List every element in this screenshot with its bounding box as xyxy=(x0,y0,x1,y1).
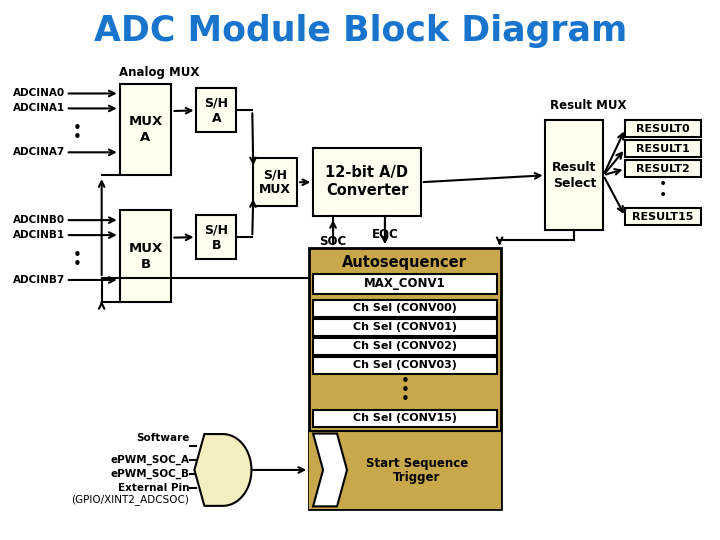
Bar xyxy=(197,89,236,132)
Text: S/H: S/H xyxy=(204,97,228,110)
Bar xyxy=(313,148,420,216)
Bar xyxy=(625,160,701,177)
Text: Result: Result xyxy=(552,161,597,174)
Text: ADCINB7: ADCINB7 xyxy=(12,275,65,285)
Text: 12-bit A/D: 12-bit A/D xyxy=(325,165,408,180)
Text: RESULT0: RESULT0 xyxy=(636,124,690,134)
Bar xyxy=(253,158,297,206)
Bar xyxy=(313,357,497,374)
Text: Ch Sel (CONV01): Ch Sel (CONV01) xyxy=(353,322,457,332)
Text: •: • xyxy=(72,130,81,145)
Text: ePWM_SOC_B: ePWM_SOC_B xyxy=(110,469,189,479)
Text: ADCINA1: ADCINA1 xyxy=(13,104,65,113)
Text: B: B xyxy=(212,239,221,252)
Text: Analog MUX: Analog MUX xyxy=(120,66,199,79)
Text: Result MUX: Result MUX xyxy=(550,99,626,112)
Bar xyxy=(625,120,701,137)
Text: SOC: SOC xyxy=(320,234,346,247)
Bar xyxy=(309,248,500,509)
Bar xyxy=(313,274,497,294)
Text: External Pin: External Pin xyxy=(118,483,189,493)
Text: •: • xyxy=(659,177,667,191)
Bar xyxy=(313,410,497,427)
Text: Ch Sel (CONV03): Ch Sel (CONV03) xyxy=(353,360,456,370)
Text: MUX: MUX xyxy=(259,183,291,195)
Bar xyxy=(197,215,236,259)
Text: Start Sequence: Start Sequence xyxy=(366,457,468,470)
Text: RESULT1: RESULT1 xyxy=(636,144,690,154)
Text: •: • xyxy=(72,256,81,272)
Bar xyxy=(313,319,497,336)
Text: Trigger: Trigger xyxy=(393,471,441,484)
Polygon shape xyxy=(313,434,347,507)
Bar xyxy=(546,120,603,230)
Text: •: • xyxy=(72,247,81,262)
Bar xyxy=(120,84,171,176)
Text: Ch Sel (CONV02): Ch Sel (CONV02) xyxy=(353,341,457,352)
Bar xyxy=(313,338,497,355)
Text: Ch Sel (CONV15): Ch Sel (CONV15) xyxy=(353,413,457,423)
Text: EOC: EOC xyxy=(372,227,398,241)
Text: •: • xyxy=(400,374,409,389)
Text: •: • xyxy=(659,188,667,202)
Text: ADC Module Block Diagram: ADC Module Block Diagram xyxy=(94,14,628,48)
Bar xyxy=(625,140,701,157)
Bar xyxy=(625,208,701,225)
Text: •: • xyxy=(400,383,409,398)
Text: ADCINA7: ADCINA7 xyxy=(12,147,65,157)
Text: RESULT15: RESULT15 xyxy=(632,212,694,221)
Text: ADCINA0: ADCINA0 xyxy=(13,89,65,98)
Text: A: A xyxy=(140,131,150,144)
Text: Autosequencer: Autosequencer xyxy=(343,254,467,269)
Text: Select: Select xyxy=(553,177,596,190)
Text: MUX: MUX xyxy=(128,241,163,254)
Text: A: A xyxy=(212,112,221,125)
Text: ADCINB0: ADCINB0 xyxy=(13,215,65,225)
Bar xyxy=(309,430,500,509)
Text: Ch Sel (CONV00): Ch Sel (CONV00) xyxy=(353,303,456,313)
Text: S/H: S/H xyxy=(204,224,228,237)
Text: RESULT2: RESULT2 xyxy=(636,164,690,174)
Text: Software: Software xyxy=(136,433,189,443)
Text: B: B xyxy=(140,258,150,271)
Text: Converter: Converter xyxy=(325,183,408,198)
Text: MAX_CONV1: MAX_CONV1 xyxy=(364,278,446,291)
Text: MUX: MUX xyxy=(128,115,163,128)
Text: S/H: S/H xyxy=(264,169,287,182)
Polygon shape xyxy=(194,434,251,506)
Text: ePWM_SOC_A: ePWM_SOC_A xyxy=(110,455,189,465)
Text: •: • xyxy=(400,392,409,407)
Text: (GPIO/XINT2_ADCSOC): (GPIO/XINT2_ADCSOC) xyxy=(71,495,189,505)
Bar xyxy=(120,210,171,302)
Text: ADCINB1: ADCINB1 xyxy=(13,230,65,240)
Text: •: • xyxy=(72,121,81,136)
Bar xyxy=(313,300,497,317)
